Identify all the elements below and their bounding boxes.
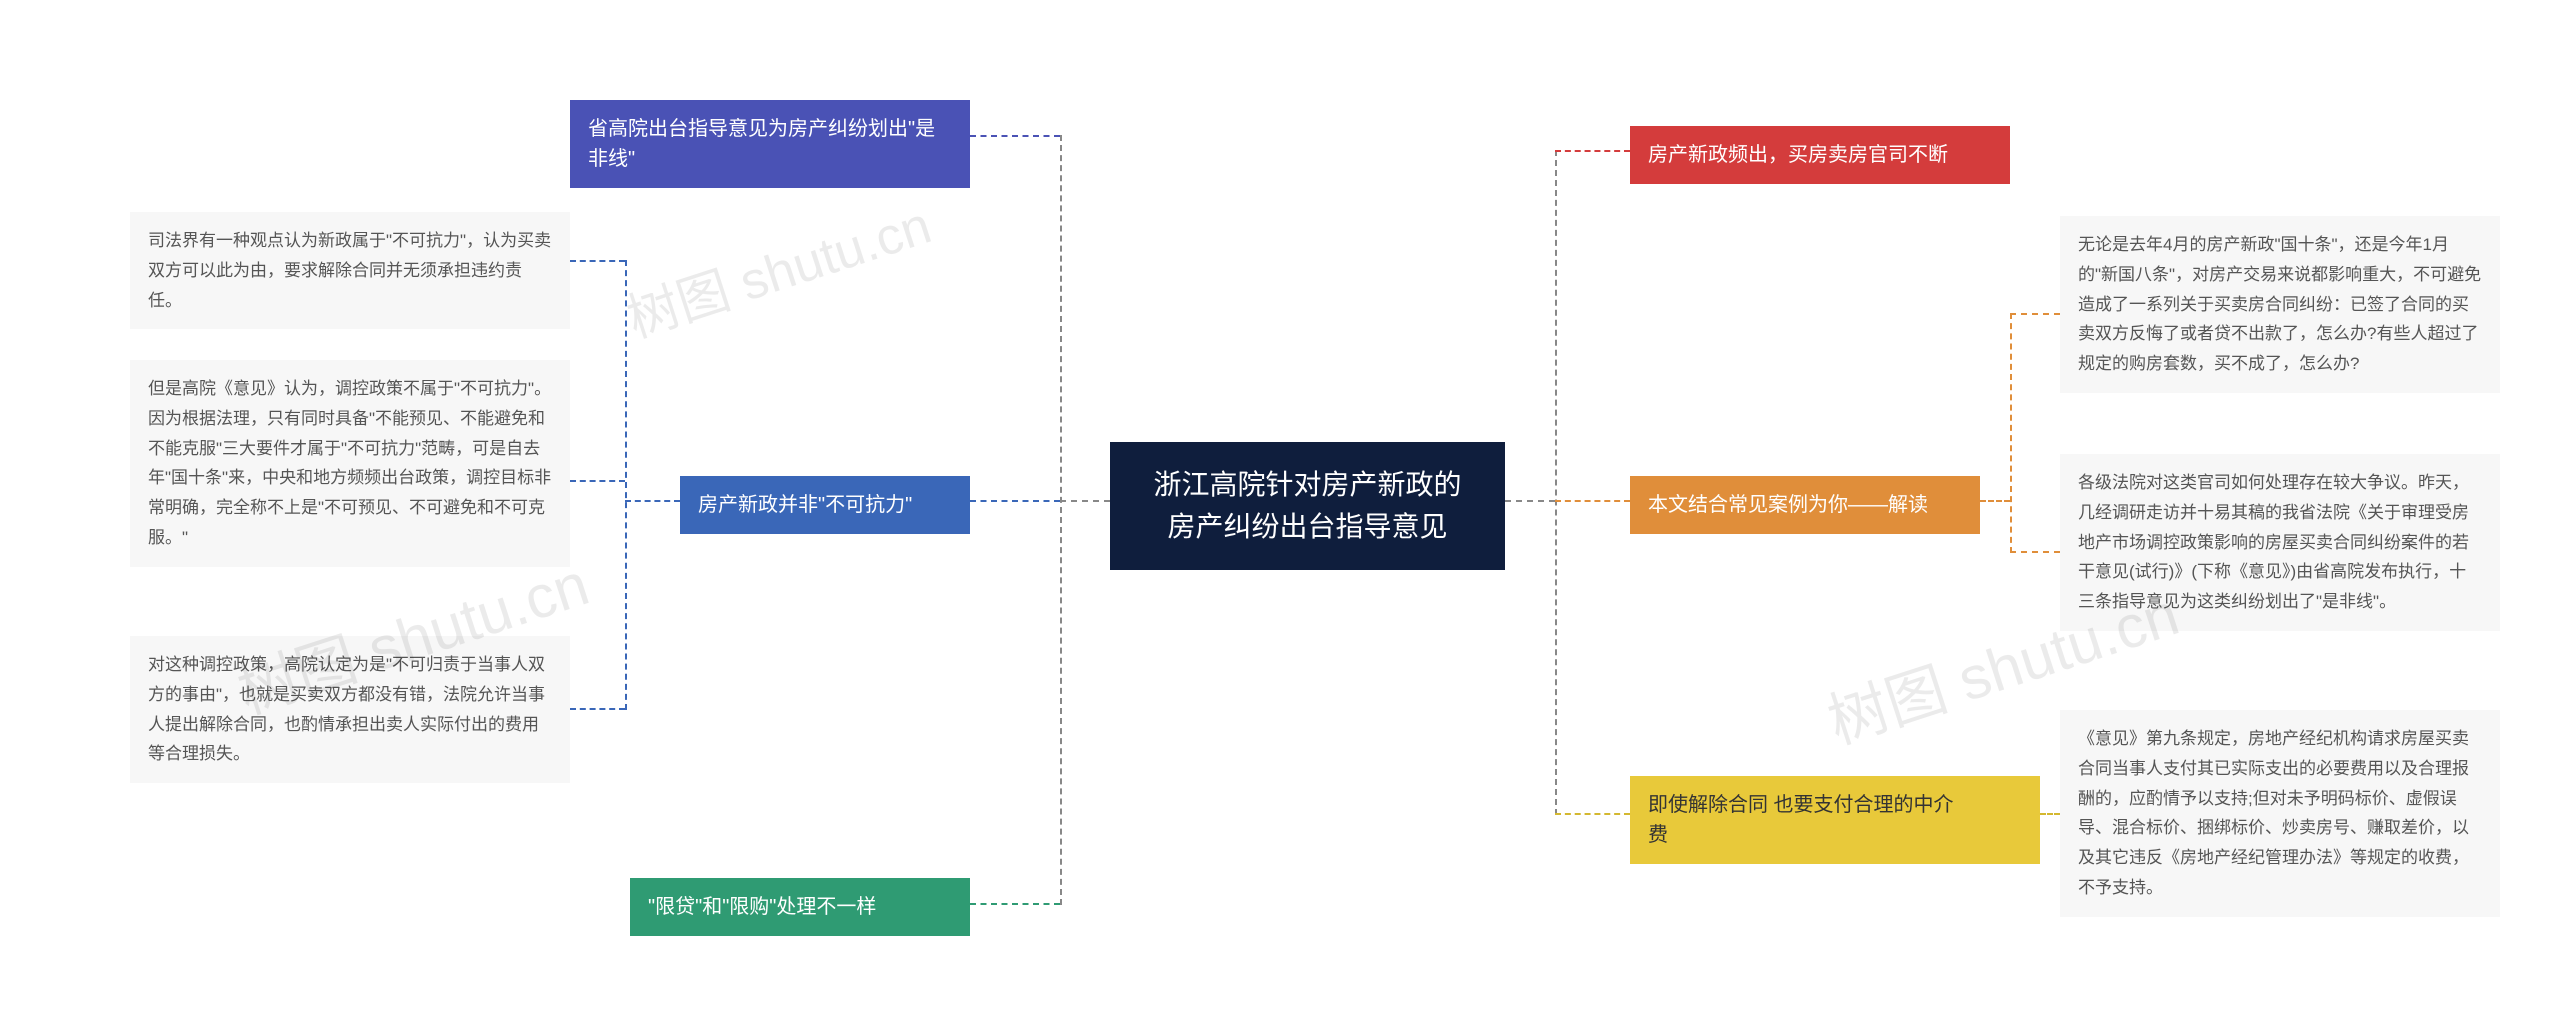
conn-lb3 — [970, 903, 1060, 905]
conn-rb2-h — [1980, 500, 2010, 502]
left-branch-2: 房产新政并非"不可抗力" — [680, 476, 970, 534]
right-branch-2-text: 本文结合常见案例为你——解读 — [1648, 494, 1928, 516]
right-branch-3-line1: 即使解除合同 也要支付合理的中介 — [1648, 790, 2022, 820]
conn-ll2 — [570, 480, 625, 482]
left-branch-3-text: "限贷"和"限购"处理不一样 — [648, 896, 876, 918]
right-leaf-3-text: 《意见》第九条规定，房地产经纪机构请求房屋买卖合同当事人支付其已实际支出的必要费… — [2078, 729, 2469, 897]
conn-rb1 — [1555, 150, 1630, 152]
left-leaf-1-text: 司法界有一种观点认为新政属于"不可抗力"，认为买卖双方可以此为由，要求解除合同并… — [148, 231, 551, 310]
right-branch-3: 即使解除合同 也要支付合理的中介 费 — [1630, 776, 2040, 864]
conn-rl3 — [2040, 813, 2060, 815]
left-branch-1-text: 省高院出台指导意见为房产纠纷划出"是非线" — [588, 118, 935, 170]
conn-rb2 — [1555, 500, 1630, 502]
center-line1: 浙江高院针对房产新政的 — [1138, 464, 1477, 506]
conn-left-vert — [1060, 135, 1062, 905]
left-leaf-3-text: 对这种调控政策，高院认定为是"不可归责于当事人双方的事由"，也就是买卖双方都没有… — [148, 655, 545, 763]
conn-center-left-h — [1060, 500, 1110, 502]
conn-rl1 — [2010, 313, 2060, 315]
right-leaf-1-text: 无论是去年4月的房产新政"国十条"，还是今年1月的"新国八条"，对房产交易来说都… — [2078, 235, 2481, 373]
left-leaf-1: 司法界有一种观点认为新政属于"不可抗力"，认为买卖双方可以此为由，要求解除合同并… — [130, 212, 570, 329]
right-leaf-3: 《意见》第九条规定，房地产经纪机构请求房屋买卖合同当事人支付其已实际支出的必要费… — [2060, 710, 2500, 917]
conn-rl2 — [2010, 551, 2060, 553]
left-leaf-2-text: 但是高院《意见》认为，调控政策不属于"不可抗力"。因为根据法理，只有同时具备"不… — [148, 379, 551, 547]
conn-lb2 — [970, 500, 1060, 502]
conn-lb2-vert — [625, 260, 627, 710]
right-branch-3-line2: 费 — [1648, 820, 2022, 850]
conn-center-right-h — [1505, 500, 1555, 502]
right-leaf-2-text: 各级法院对这类官司如何处理存在较大争议。昨天，几经调研走访并十易其稿的我省法院《… — [2078, 473, 2469, 611]
conn-lb1 — [970, 135, 1060, 137]
left-leaf-2: 但是高院《意见》认为，调控政策不属于"不可抗力"。因为根据法理，只有同时具备"不… — [130, 360, 570, 567]
right-branch-1-text: 房产新政频出，买房卖房官司不断 — [1648, 144, 1948, 166]
conn-right-vert — [1555, 150, 1557, 815]
left-branch-1: 省高院出台指导意见为房产纠纷划出"是非线" — [570, 100, 970, 188]
left-branch-3: "限贷"和"限购"处理不一样 — [630, 878, 970, 936]
conn-ll3 — [570, 708, 625, 710]
conn-rb2-vert — [2010, 313, 2012, 553]
conn-ll1 — [570, 260, 625, 262]
conn-rb3 — [1555, 813, 1630, 815]
watermark-mid: 树图 shutu.cn — [616, 183, 939, 352]
center-line2: 房产纠纷出台指导意见 — [1138, 506, 1477, 548]
conn-lb2-h — [625, 500, 680, 502]
right-leaf-1: 无论是去年4月的房产新政"国十条"，还是今年1月的"新国八条"，对房产交易来说都… — [2060, 216, 2500, 393]
left-leaf-3: 对这种调控政策，高院认定为是"不可归责于当事人双方的事由"，也就是买卖双方都没有… — [130, 636, 570, 783]
right-leaf-2: 各级法院对这类官司如何处理存在较大争议。昨天，几经调研走访并十易其稿的我省法院《… — [2060, 454, 2500, 631]
center-node: 浙江高院针对房产新政的 房产纠纷出台指导意见 — [1110, 442, 1505, 570]
left-branch-2-text: 房产新政并非"不可抗力" — [698, 494, 912, 516]
right-branch-2: 本文结合常见案例为你——解读 — [1630, 476, 1980, 534]
right-branch-1: 房产新政频出，买房卖房官司不断 — [1630, 126, 2010, 184]
